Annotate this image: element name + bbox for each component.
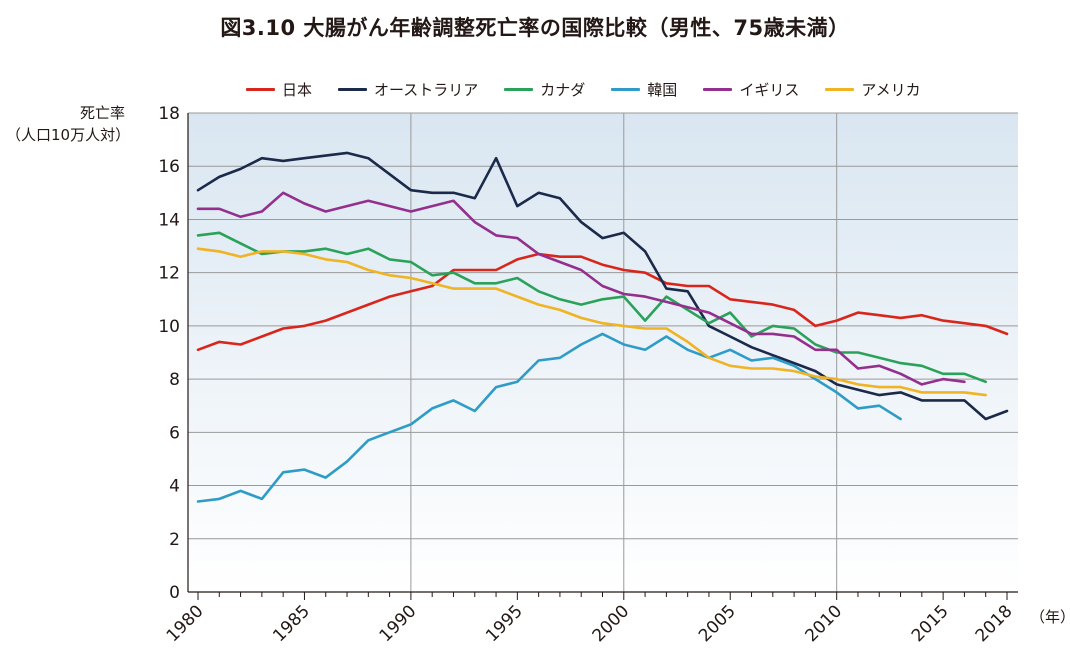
y-tick-label: 4 (169, 477, 180, 497)
x-axis-unit: （年） (1030, 608, 1070, 626)
y-tick-label: 10 (158, 317, 180, 337)
series-line-5 (196, 191, 966, 386)
y-tick-label: 8 (169, 370, 180, 390)
x-tick-label: 2005 (695, 601, 740, 646)
legend-label: オーストラリア (374, 80, 479, 99)
plot-background (188, 113, 1018, 592)
legend-swatch (703, 87, 733, 91)
y-tick-label: 14 (158, 210, 180, 230)
series-line-6 (196, 247, 988, 397)
chart-title: 図3.10 大腸がん年齢調整死亡率の国際比較（男性、75歳未満） (220, 16, 850, 40)
legend-item-1: 日本 (246, 79, 312, 100)
x-tick-label: 2000 (589, 601, 634, 646)
y-axis-label: 死亡率 （人口10万人対） (6, 102, 136, 146)
legend-label: 日本 (282, 80, 313, 99)
legend-label: カナダ (540, 80, 586, 99)
x-tick-label: 1980 (163, 601, 208, 646)
series-line-1 (196, 252, 1009, 352)
legend: 日本 オーストラリア カナダ 韓国 イギリス アメリカ (246, 78, 947, 100)
y-tick-label: 18 (158, 104, 180, 124)
x-tick-label: 2010 (801, 601, 846, 646)
legend-item-4: 韓国 (611, 79, 677, 100)
series-line-4 (196, 332, 902, 503)
y-axis-label-line2: （人口10万人対） (6, 126, 131, 144)
y-tick-label: 2 (169, 530, 180, 550)
x-tick-label: 1995 (482, 601, 527, 646)
y-axis-label-line1: 死亡率 (80, 104, 126, 122)
legend-swatch (338, 87, 368, 91)
legend-label: 韓国 (647, 80, 678, 99)
legend-swatch (611, 87, 641, 91)
y-tick-label: 6 (169, 423, 180, 443)
series-line-3 (196, 231, 988, 384)
y-tick-label: 0 (169, 583, 180, 603)
legend-swatch (504, 87, 534, 91)
legend-item-5: イギリス (703, 79, 799, 100)
series-line-2 (196, 151, 1009, 421)
legend-label: イギリス (739, 80, 800, 99)
x-tick-label: 2015 (908, 601, 953, 646)
legend-swatch (825, 87, 855, 91)
legend-item-2: オーストラリア (338, 79, 478, 100)
legend-label: アメリカ (861, 80, 921, 99)
legend-item-6: アメリカ (825, 79, 921, 100)
legend-item-3: カナダ (504, 79, 585, 100)
x-tick-label: 1985 (269, 601, 314, 646)
x-tick-label: 2018 (972, 601, 1017, 646)
x-tick-label: 1990 (376, 601, 421, 646)
y-tick-label: 12 (158, 264, 180, 284)
y-tick-label: 16 (158, 157, 180, 177)
legend-swatch (246, 87, 275, 91)
